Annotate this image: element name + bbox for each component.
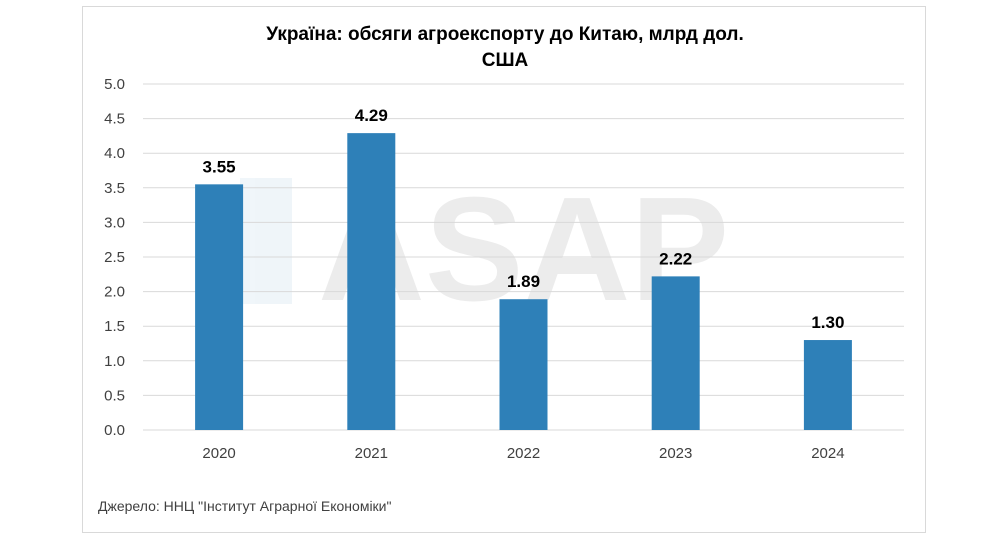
bar-2020: [195, 184, 244, 430]
x-tick-label: 2021: [355, 445, 388, 462]
y-tick-label: 1.0: [104, 353, 125, 370]
y-tick-label: 1.5: [104, 318, 125, 335]
x-tick-label: 2023: [659, 445, 692, 462]
chart-title-line-2: США: [482, 50, 529, 71]
x-tick-label: 2024: [811, 445, 844, 462]
data-label-2024: 1.30: [811, 313, 844, 332]
data-label-2021: 4.29: [355, 106, 388, 125]
chart-title-line-1: Україна: обсяги агроекспорту до Китаю, м…: [266, 24, 744, 45]
data-label-2022: 1.89: [507, 272, 540, 291]
bar-2021: [347, 133, 396, 430]
bar-2024: [803, 340, 852, 430]
y-tick-label: 3.5: [104, 180, 125, 197]
x-axis-ticks: 2020 2021 2022 2023 2024: [202, 445, 844, 462]
bars: [195, 133, 852, 430]
y-tick-label: 4.5: [104, 111, 125, 128]
y-tick-label: 5.0: [104, 76, 125, 93]
x-tick-label: 2020: [202, 445, 235, 462]
source-note: Джерело: ННЦ "Інститут Аграрної Економік…: [98, 498, 391, 514]
y-tick-label: 3.0: [104, 214, 125, 231]
y-axis-ticks: 0.0 0.5 1.0 1.5 2.0 2.5 3.0 3.5 4.0 4.5 5.0: [104, 76, 125, 439]
y-tick-label: 0.0: [104, 422, 125, 439]
data-labels: 3.55 4.29 1.89 2.22 1.30: [203, 106, 845, 332]
x-tick-label: 2022: [507, 445, 540, 462]
y-tick-label: 0.5: [104, 387, 125, 404]
bar-2022: [499, 299, 548, 430]
y-tick-label: 4.0: [104, 145, 125, 162]
y-tick-label: 2.0: [104, 284, 125, 301]
y-tick-label: 2.5: [104, 249, 125, 266]
data-label-2023: 2.22: [659, 249, 692, 268]
data-label-2020: 3.55: [203, 157, 236, 176]
bar-2023: [651, 276, 700, 430]
